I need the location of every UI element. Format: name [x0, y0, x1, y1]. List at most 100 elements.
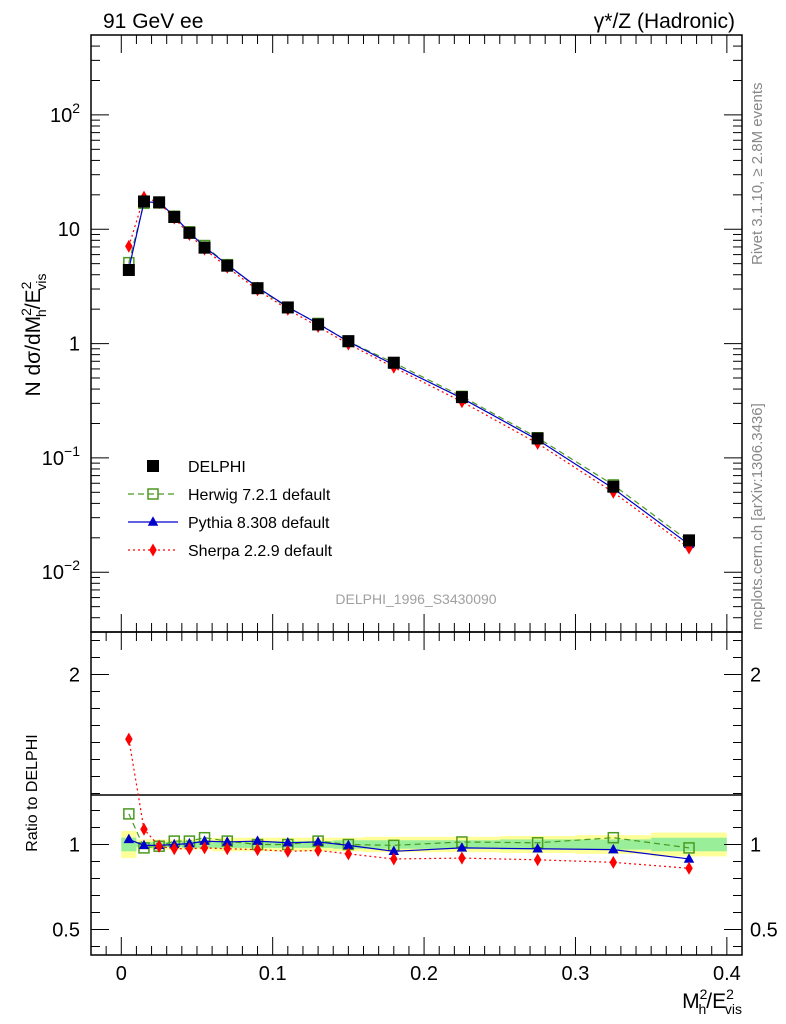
series-line: [128, 196, 690, 549]
x-tick-label: 0.4: [713, 963, 741, 985]
ratio-y-axis-label: Ratio to DELPHI: [24, 734, 41, 851]
y-tick-label: 102: [50, 100, 80, 127]
legend: DELPHI Herwig 7.2.1 default Pythia 8.308 d…: [128, 459, 333, 560]
ratio-data-point: [607, 831, 620, 844]
uncertainty-band-inner: [363, 840, 425, 849]
ratio-data-point: [222, 836, 233, 846]
data-point: [387, 356, 400, 369]
data-point: [137, 195, 150, 208]
ratio-data-point: [388, 845, 400, 856]
y-tick-label: 10−1: [42, 443, 80, 470]
legend-label: DELPHI: [188, 459, 246, 476]
y-tick-label: 1: [69, 334, 80, 356]
x-tick-label: 0.2: [410, 963, 438, 985]
ratio-data-point: [282, 837, 294, 847]
series-line: [128, 201, 690, 545]
ratio-panel-frame: [90, 631, 743, 956]
ratio-data-point: [123, 833, 135, 844]
ratio-ticks: [91, 632, 742, 955]
y-tick-label: 0.5: [52, 920, 80, 942]
ratio-data-point: [185, 842, 194, 856]
data-point: [198, 241, 211, 254]
y-tick-label: 10: [58, 219, 80, 241]
ratio-data-point: [456, 842, 468, 852]
ratio-data-point: [344, 847, 353, 861]
rivet-version-text: Rivet 3.1.10, ≥ 2.8M events: [749, 83, 766, 266]
x-axis-label: M2 h/E2 vis: [682, 986, 742, 1017]
data-point: [221, 259, 234, 272]
x-tick-label: 0.1: [259, 963, 287, 985]
data-point: [312, 318, 325, 331]
legend-label: Herwig 7.2.1 default: [188, 487, 331, 504]
ratio-data-point: [314, 843, 322, 857]
mcplots-credit-text: mcplots.cern.ch [arXiv:1306.3436]: [749, 403, 766, 630]
ratio-data-point: [253, 843, 262, 857]
ratio-data-point: [200, 841, 209, 855]
data-point: [153, 196, 166, 209]
legend-label: Pythia 8.308 default: [188, 515, 330, 532]
ratio-data-point: [685, 861, 693, 875]
ratio-data-point: [170, 842, 179, 856]
x-tick-label: 0: [116, 963, 127, 985]
ratio-data-point: [223, 842, 232, 856]
data-point: [607, 480, 620, 493]
ratio-data-point: [683, 853, 695, 863]
ratio-data-point: [458, 851, 466, 865]
ratio-series-line: [128, 813, 690, 849]
data-point: [342, 335, 355, 348]
data-point: [125, 239, 133, 253]
ratio-data-point: [390, 852, 398, 866]
ratio-data-point: [312, 836, 324, 846]
ratio-data-point: [533, 853, 542, 867]
ratio-series-layer: [123, 732, 695, 875]
ratio-data-point: [140, 822, 148, 836]
ratio-data-point: [252, 835, 263, 845]
ratio-data-point: [284, 844, 292, 858]
data-point: [168, 210, 181, 223]
ratio-panel: 0.5 0.5 1 1 2 2 0 0.1 0.2 0.3 0.4 Ratio to DELPHI…: [24, 631, 778, 1017]
y-tick-label-right: 0.5: [750, 920, 778, 942]
ratio-y-tick-labels: 0.5 0.5 1 1 2 2: [52, 665, 778, 942]
main-series-layer: [122, 190, 696, 555]
data-point: [281, 301, 294, 314]
data-point: [183, 226, 196, 239]
ratio-data-point: [199, 835, 210, 845]
main-y-tick-labels: 10−2 10−1 1 10 102: [42, 100, 80, 584]
ratio-series-line: [128, 838, 690, 860]
ratio-data-point: [155, 839, 163, 853]
y-tick-label: 2: [69, 665, 80, 687]
data-point: [251, 282, 264, 295]
legend-marker: [147, 488, 159, 500]
main-panel: 10−2 10−1 1 10 102 N dσ/dM2h/E2vis DELPHI_19…: [18, 34, 743, 633]
ratio-data-point: [683, 842, 695, 854]
data-point: [455, 391, 468, 404]
y-tick-label: 10−2: [42, 557, 80, 584]
y-tick-label-right: 1: [750, 835, 761, 857]
main-ticks: [91, 34, 742, 633]
ratio-series-line: [128, 739, 690, 869]
ratio-uncertainty-bands: [121, 830, 727, 859]
legend-marker: [149, 543, 157, 557]
legend-marker: [147, 460, 159, 472]
data-point: [122, 264, 135, 277]
ratio-data-point: [138, 839, 150, 850]
legend-label: Sherpa 2.2.9 default: [188, 543, 333, 560]
ratio-data-point: [123, 808, 135, 820]
ratio-data-point: [532, 843, 543, 853]
main-y-axis-label: N dσ/dM2h/E2vis: [18, 273, 49, 396]
ratio-data-point: [608, 843, 619, 854]
x-tick-label: 0.3: [562, 963, 590, 985]
header-left: 91 GeV ee: [103, 10, 203, 33]
data-point: [531, 432, 544, 445]
legend-marker: [147, 516, 159, 526]
y-tick-label: 1: [69, 835, 80, 857]
header-right: γ*/Z (Hadronic): [594, 10, 735, 33]
ratio-data-point: [609, 855, 618, 869]
uncertainty-band-inner: [651, 837, 727, 852]
data-point: [683, 534, 696, 547]
y-tick-label-right: 2: [750, 665, 761, 687]
x-tick-labels: 0 0.1 0.2 0.3 0.4: [116, 963, 741, 985]
ratio-data-point: [125, 732, 133, 746]
analysis-id-label: DELPHI_1996_S3430090: [335, 591, 496, 607]
